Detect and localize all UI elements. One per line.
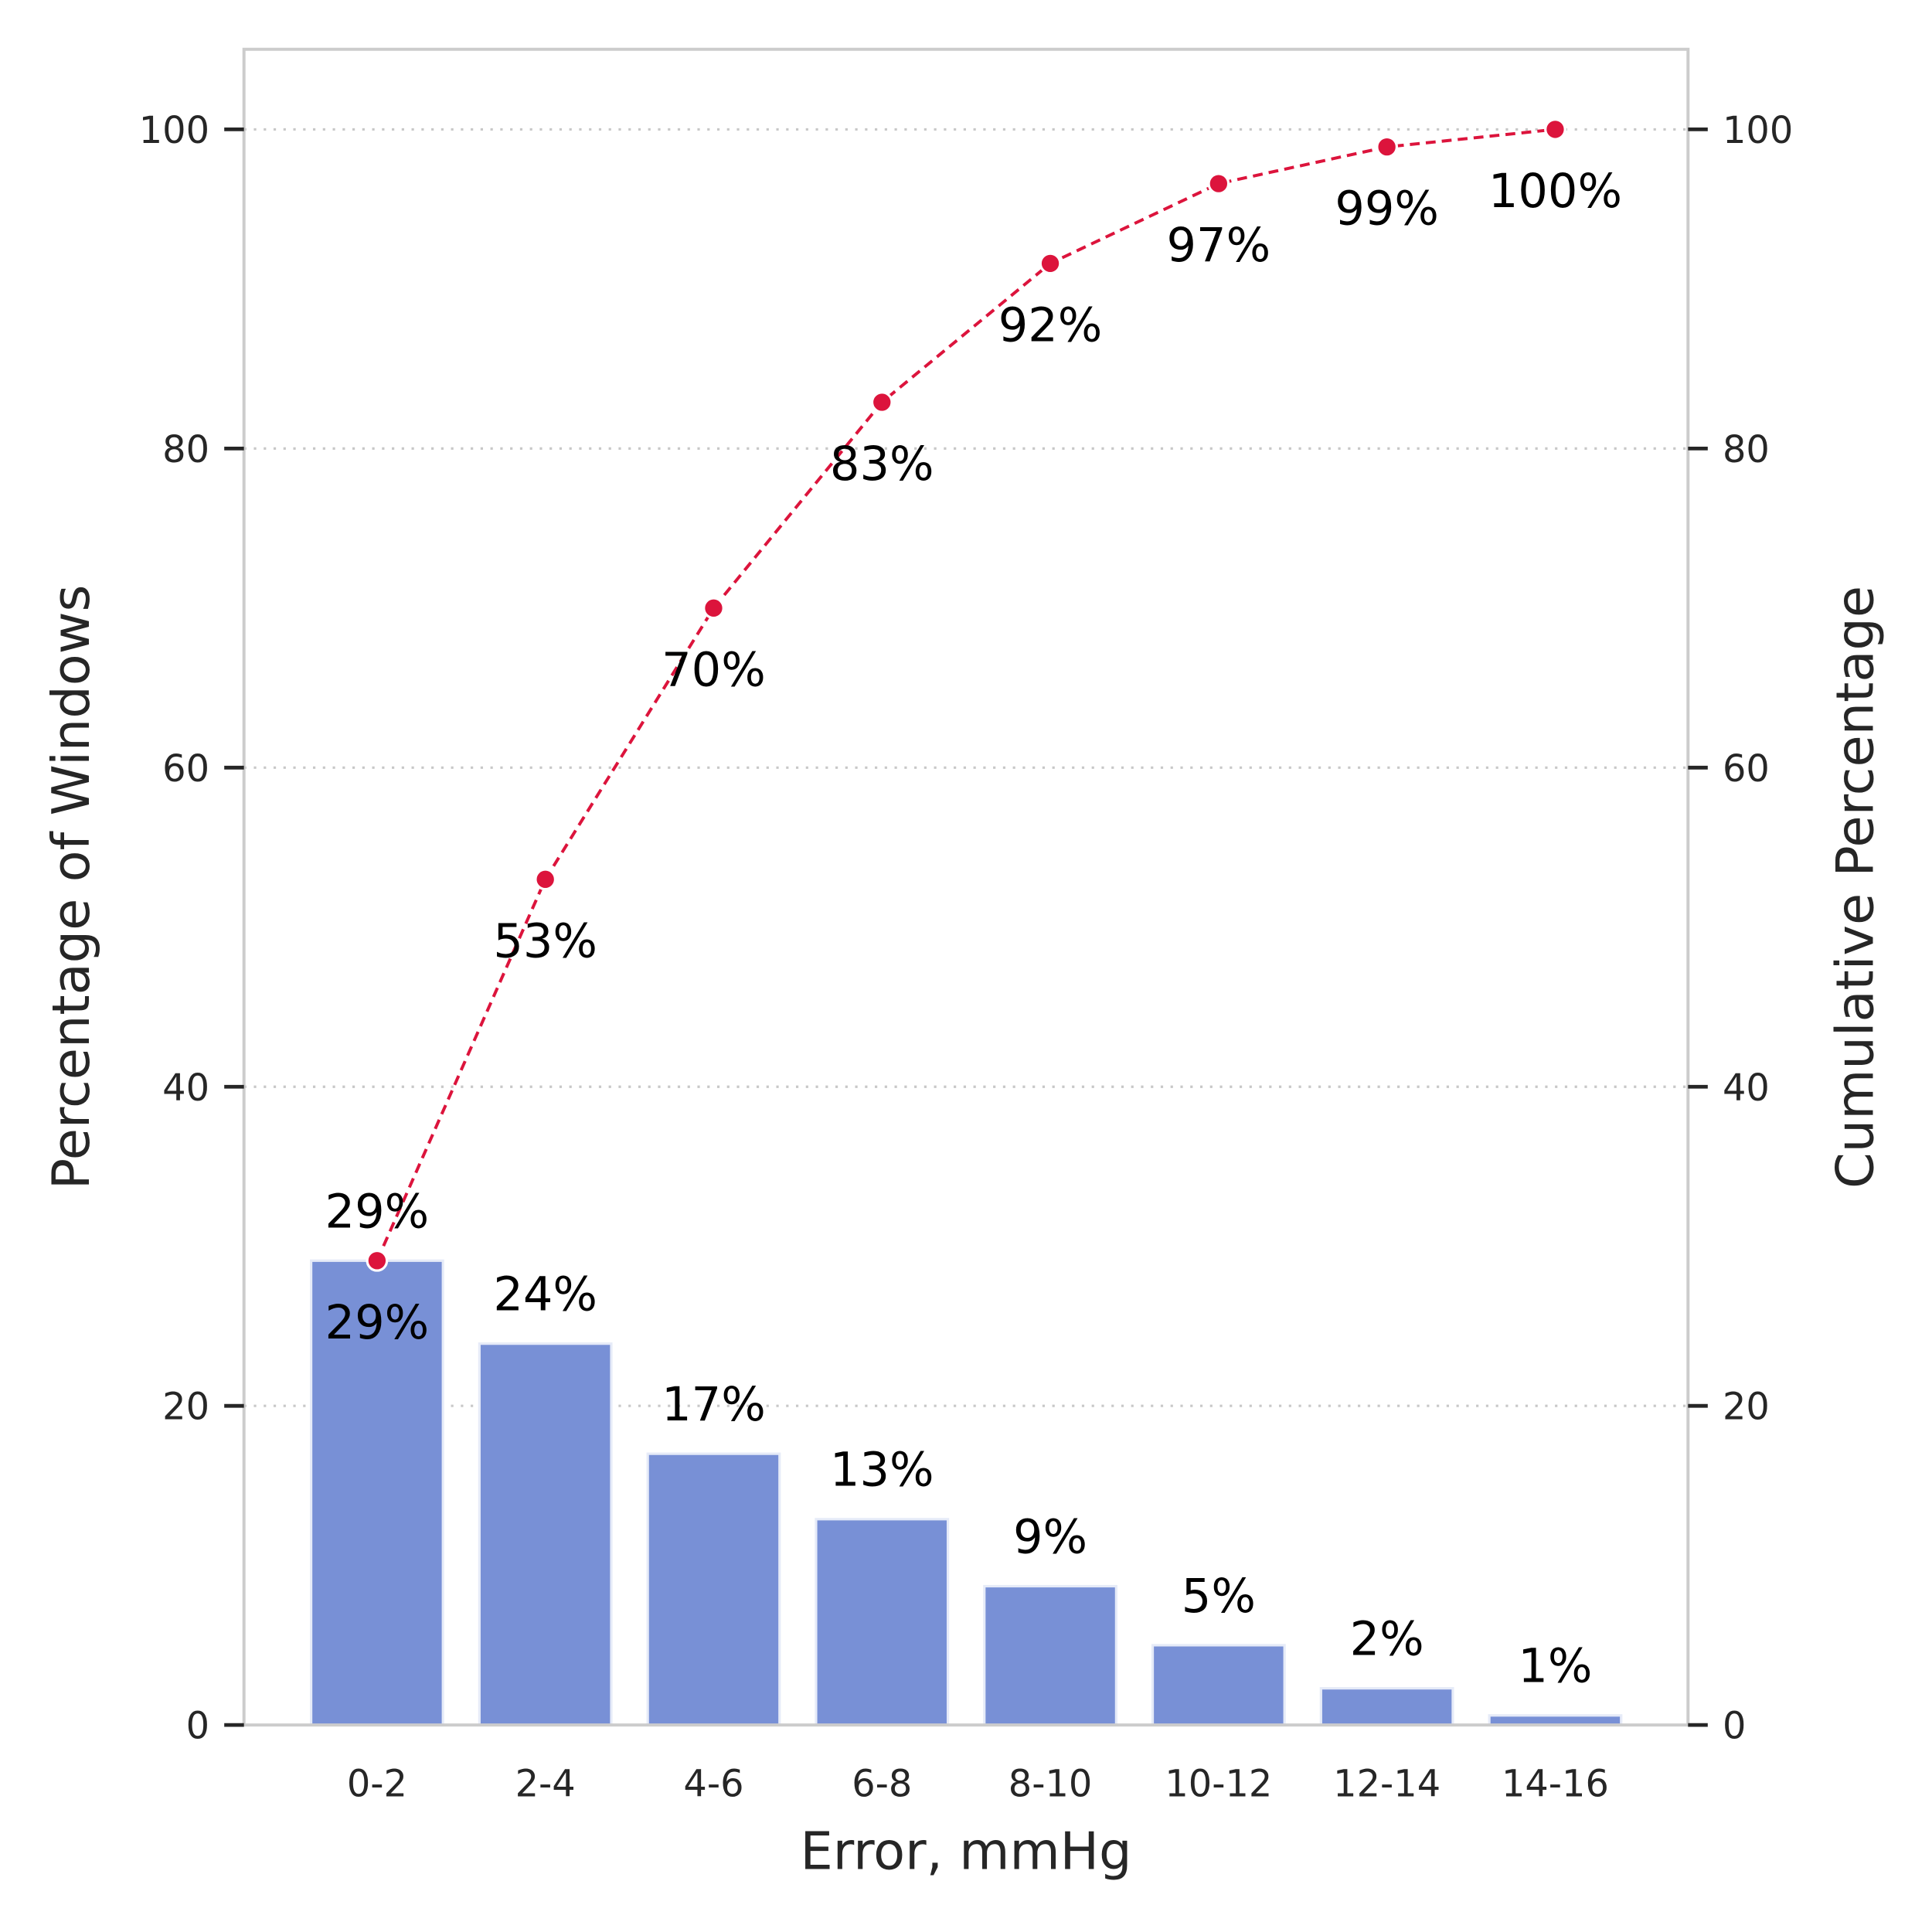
y2-axis-label: Cumulative Percentage [1825, 586, 1885, 1189]
y2-tick-label: 60 [1723, 748, 1770, 791]
cumulative-value-label: 53% [493, 914, 597, 968]
bar [815, 1518, 950, 1726]
plot-frame [242, 47, 1690, 1727]
x-tick-label: 6-8 [852, 1764, 912, 1806]
bar-value-label: 13% [830, 1444, 934, 1498]
x-axis-label: Error, mmHg [800, 1821, 1131, 1882]
bar [1319, 1687, 1454, 1726]
cumulative-line [366, 118, 1566, 1272]
cumulative-value-label: 29% [325, 1296, 430, 1350]
bars [309, 1259, 1623, 1726]
cumulative-point [534, 868, 557, 891]
y-tick-label: 80 [162, 429, 209, 471]
cumulative-value-label: 92% [998, 298, 1103, 352]
bar-value-label: 9% [1013, 1510, 1087, 1564]
x-tick-label: 4-6 [683, 1764, 743, 1806]
cumulative-point [366, 1249, 389, 1272]
bar [309, 1259, 444, 1726]
cumulative-line-path [376, 128, 1556, 1262]
bar [983, 1584, 1117, 1726]
y2-tick-label: 0 [1723, 1706, 1746, 1748]
x-tick-label: 8-10 [1009, 1764, 1093, 1806]
y2-tick-label: 20 [1723, 1386, 1770, 1429]
bar-value-label: 17% [662, 1378, 766, 1432]
ticks: 0 0 20 20 40 40 60 60 80 80 100 100 0-2 2-4 4-6 6-8 8-10… [139, 110, 1794, 1806]
cumulative-point [870, 391, 893, 413]
bar-value-label: 5% [1182, 1570, 1256, 1624]
bar [646, 1452, 781, 1726]
cumulative-point [1376, 135, 1398, 158]
cumulative-value-label: 83% [830, 437, 934, 492]
x-tick-label: 2-4 [515, 1764, 576, 1806]
y-tick-label: 100 [139, 110, 209, 152]
y-tick-label: 40 [162, 1067, 209, 1110]
bar-value-label: 2% [1350, 1613, 1424, 1667]
x-tick-label: 14-16 [1502, 1764, 1609, 1806]
x-tick-label: 10-12 [1165, 1764, 1272, 1806]
cumulative-value-label: 70% [662, 643, 766, 697]
x-tick-label: 12-14 [1333, 1764, 1440, 1806]
y2-tick-label: 80 [1723, 429, 1770, 471]
y-tick-label: 0 [186, 1706, 209, 1748]
bar-value-label: 1% [1518, 1640, 1592, 1694]
bar [478, 1342, 613, 1726]
gridlines [243, 128, 1689, 1407]
y2-tick-label: 40 [1723, 1067, 1770, 1110]
annotations: 29% 24% 17% 13% 9% 5% 2% 1% 29% 53% 70% 83% 92% 97% 99… [325, 165, 1622, 1694]
cumulative-point [1544, 118, 1566, 141]
bar [1151, 1644, 1286, 1726]
cumulative-point [1207, 172, 1230, 195]
cumulative-value-label: 97% [1167, 219, 1271, 273]
y-tick-label: 20 [162, 1386, 209, 1429]
bar-value-label: 29% [325, 1185, 430, 1239]
y-tick-label: 60 [162, 748, 209, 791]
y2-tick-label: 100 [1723, 110, 1793, 152]
x-tick-label: 0-2 [347, 1764, 407, 1806]
bar-value-label: 24% [493, 1268, 597, 1322]
cumulative-value-label: 100% [1488, 165, 1622, 219]
cumulative-value-label: 99% [1335, 182, 1439, 236]
cumulative-point [1039, 252, 1062, 275]
cumulative-point [702, 597, 725, 620]
y-axis-label: Percentage of Windows [41, 585, 101, 1190]
